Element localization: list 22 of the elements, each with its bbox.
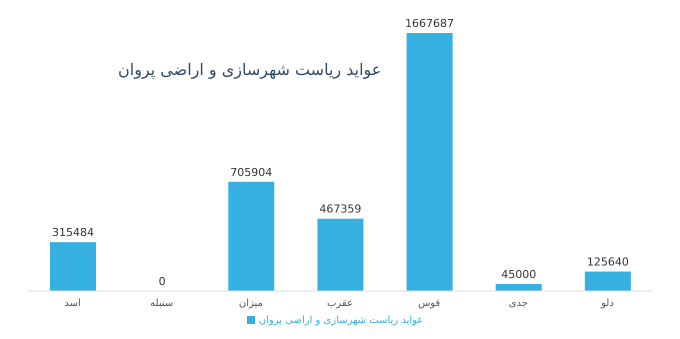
bar [406, 33, 453, 291]
x-tick-label: جدی [508, 298, 528, 310]
data-label: 705904 [230, 166, 272, 179]
data-label: 315484 [52, 226, 94, 240]
data-label: 125640 [586, 256, 629, 269]
x-tick-label: دلو [600, 298, 614, 310]
x-tick-label: سنبله [150, 298, 174, 310]
x-tick-label: قوس [418, 298, 440, 310]
bar [496, 284, 542, 291]
x-tick-label: اسد [64, 298, 81, 310]
text: عواید ریاست شهرسازی و اراضی پروان [118, 60, 382, 79]
data-label: 45000 [501, 268, 536, 282]
data-label: 0 [158, 275, 166, 288]
x-tick-label: میزان [238, 298, 263, 310]
bar [584, 272, 631, 291]
x-tick-label: عقرب [327, 298, 353, 310]
data-label: 467359 [319, 202, 362, 216]
bar [317, 218, 364, 291]
bar [228, 182, 274, 291]
bar [50, 242, 96, 291]
legend-label: عواید ریاست شهرسازی و اراضی پروان [258, 315, 424, 326]
data-label: 1667687 [405, 17, 454, 30]
